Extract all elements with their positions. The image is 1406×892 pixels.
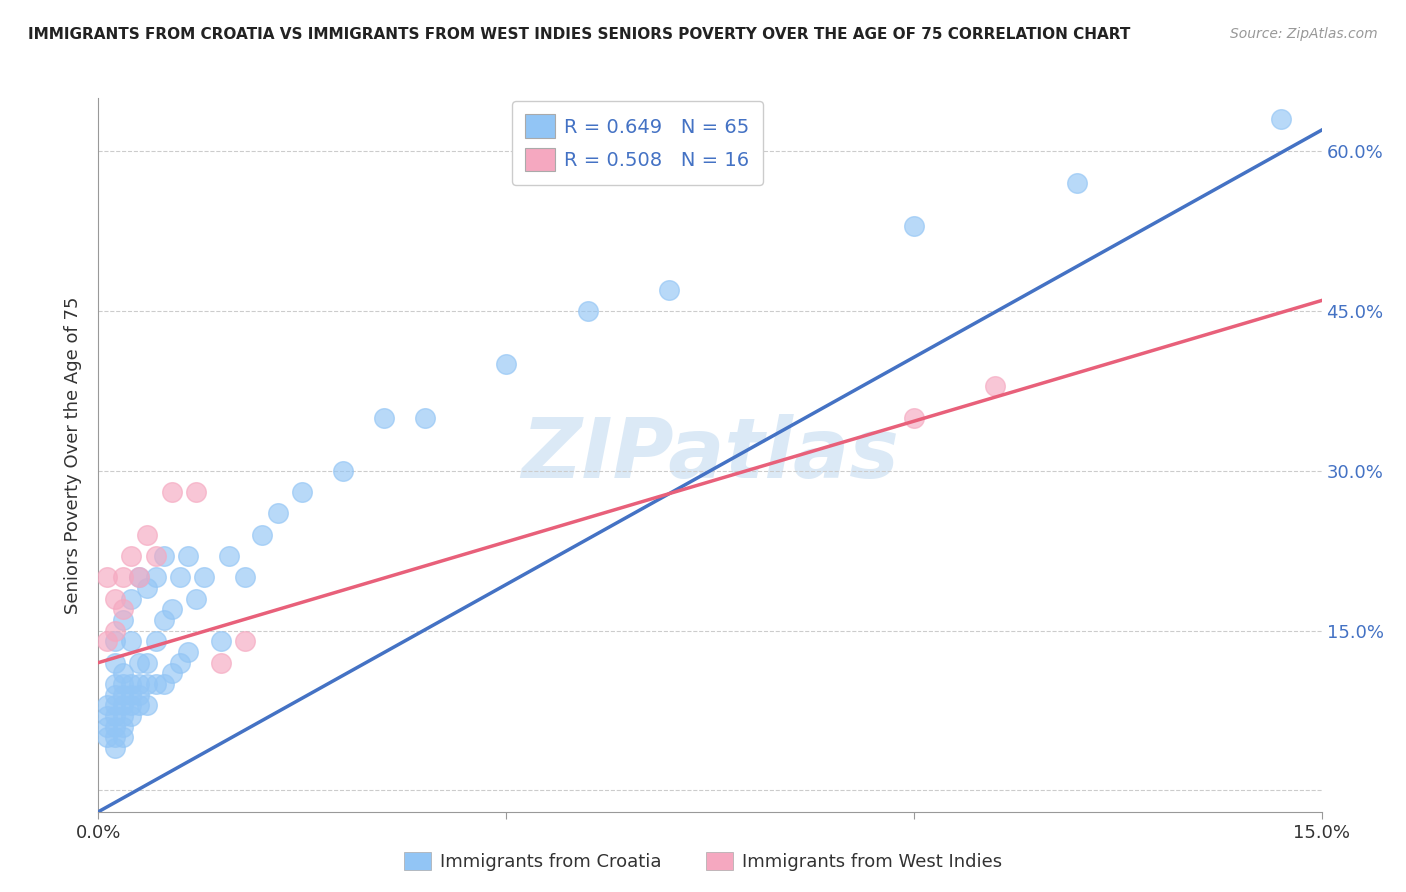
Point — [169, 656, 191, 670]
Point — [160, 485, 183, 500]
Point — [177, 645, 200, 659]
Point — [128, 698, 150, 713]
Point — [291, 485, 314, 500]
Point — [104, 688, 127, 702]
Point — [128, 570, 150, 584]
Point — [136, 656, 159, 670]
Point — [104, 698, 127, 713]
Point — [120, 698, 142, 713]
Legend: Immigrants from Croatia, Immigrants from West Indies: Immigrants from Croatia, Immigrants from… — [396, 845, 1010, 879]
Point — [152, 613, 174, 627]
Point — [128, 688, 150, 702]
Point — [193, 570, 215, 584]
Point — [120, 677, 142, 691]
Point — [984, 378, 1007, 392]
Point — [111, 688, 134, 702]
Point — [136, 677, 159, 691]
Point — [111, 570, 134, 584]
Point — [111, 677, 134, 691]
Point — [104, 591, 127, 606]
Point — [120, 688, 142, 702]
Point — [111, 730, 134, 744]
Point — [145, 677, 167, 691]
Point — [120, 591, 142, 606]
Point — [160, 666, 183, 681]
Point — [120, 709, 142, 723]
Point — [96, 719, 118, 733]
Point — [152, 677, 174, 691]
Point — [267, 507, 290, 521]
Point — [169, 570, 191, 584]
Point — [177, 549, 200, 563]
Point — [111, 666, 134, 681]
Point — [209, 634, 232, 648]
Point — [104, 730, 127, 744]
Text: IMMIGRANTS FROM CROATIA VS IMMIGRANTS FROM WEST INDIES SENIORS POVERTY OVER THE : IMMIGRANTS FROM CROATIA VS IMMIGRANTS FR… — [28, 27, 1130, 42]
Point — [111, 613, 134, 627]
Point — [128, 677, 150, 691]
Point — [186, 591, 208, 606]
Point — [136, 581, 159, 595]
Point — [413, 410, 436, 425]
Point — [145, 634, 167, 648]
Point — [136, 698, 159, 713]
Point — [903, 219, 925, 233]
Point — [111, 698, 134, 713]
Point — [111, 709, 134, 723]
Point — [145, 570, 167, 584]
Point — [903, 410, 925, 425]
Point — [104, 677, 127, 691]
Point — [233, 634, 256, 648]
Point — [658, 283, 681, 297]
Point — [495, 358, 517, 372]
Point — [96, 709, 118, 723]
Point — [145, 549, 167, 563]
Point — [104, 719, 127, 733]
Point — [104, 656, 127, 670]
Point — [152, 549, 174, 563]
Point — [576, 304, 599, 318]
Point — [136, 528, 159, 542]
Point — [186, 485, 208, 500]
Point — [218, 549, 240, 563]
Point — [120, 634, 142, 648]
Point — [160, 602, 183, 616]
Point — [104, 634, 127, 648]
Point — [332, 464, 354, 478]
Point — [373, 410, 395, 425]
Text: Source: ZipAtlas.com: Source: ZipAtlas.com — [1230, 27, 1378, 41]
Legend: R = 0.649   N = 65, R = 0.508   N = 16: R = 0.649 N = 65, R = 0.508 N = 16 — [512, 101, 763, 186]
Point — [1270, 112, 1292, 127]
Point — [104, 624, 127, 638]
Point — [209, 656, 232, 670]
Point — [96, 698, 118, 713]
Point — [111, 602, 134, 616]
Point — [120, 549, 142, 563]
Point — [1066, 177, 1088, 191]
Point — [96, 634, 118, 648]
Text: ZIPatlas: ZIPatlas — [522, 415, 898, 495]
Point — [104, 740, 127, 755]
Point — [128, 570, 150, 584]
Point — [104, 709, 127, 723]
Point — [96, 730, 118, 744]
Y-axis label: Seniors Poverty Over the Age of 75: Seniors Poverty Over the Age of 75 — [65, 296, 83, 614]
Point — [128, 656, 150, 670]
Point — [96, 570, 118, 584]
Point — [233, 570, 256, 584]
Point — [250, 528, 273, 542]
Point — [111, 719, 134, 733]
